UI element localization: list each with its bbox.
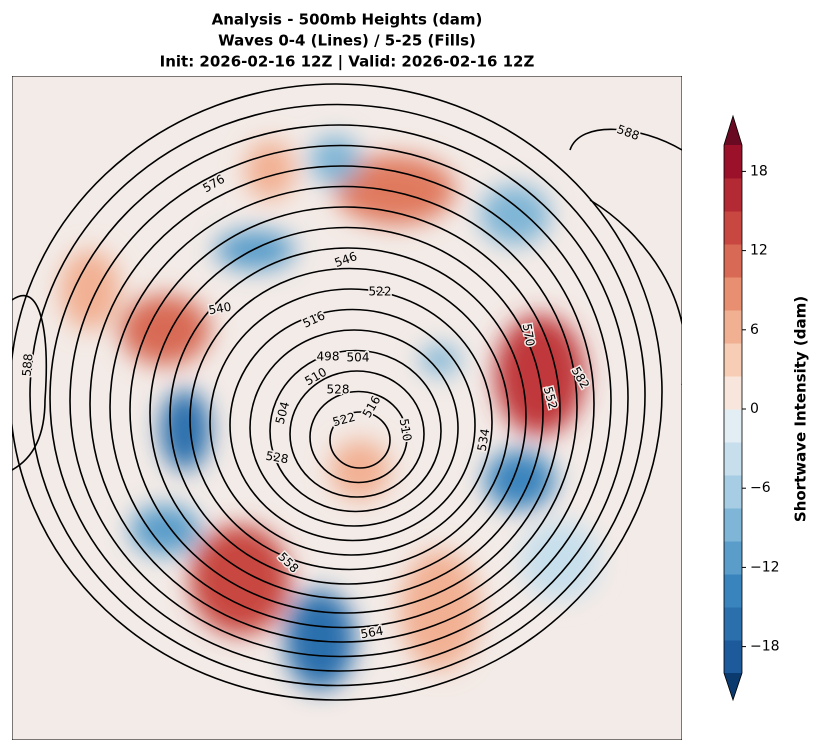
colorbar-tick-label: 0 (750, 401, 759, 417)
contour (329, 411, 391, 469)
colorbar-band (724, 409, 742, 443)
contour-label: 588 (20, 353, 36, 377)
colorbar-band (724, 145, 742, 179)
colorbar-tick-label: −6 (750, 480, 771, 496)
colorbar-band (724, 640, 742, 674)
colorbar-band (724, 574, 742, 608)
colorbar-band (724, 211, 742, 245)
colorbar-band (724, 343, 742, 377)
colorbar-band (724, 541, 742, 575)
colorbar-tick-label: 12 (750, 243, 768, 259)
colorbar-band (724, 310, 742, 344)
contour-label: 540 (207, 300, 232, 318)
shortwave-fills (60, 135, 600, 690)
colorbar-band (724, 508, 742, 542)
contour (29, 103, 646, 687)
colorbar-tick-label: 18 (750, 163, 768, 179)
colorbar-label: Shortwave Intensity (dam) (792, 296, 810, 522)
contour (309, 390, 408, 484)
colorbar-band (724, 244, 742, 278)
colorbar-band (724, 277, 742, 311)
contour (229, 308, 476, 542)
contour-label: 534 (475, 427, 493, 452)
colorbar-band (724, 607, 742, 641)
contour (49, 124, 629, 672)
contour (209, 288, 493, 556)
colorbar-extend (724, 116, 742, 145)
title-line: Analysis - 500mb Heights (dam) (212, 11, 483, 29)
title-line: Waves 0-4 (Lines) / 5-25 (Fills) (218, 32, 476, 50)
colorbar-extend (724, 673, 742, 700)
contour-label: 498 (317, 350, 340, 364)
contour-label: 564 (359, 624, 384, 642)
contour (149, 226, 544, 600)
colorbar-band (724, 475, 742, 509)
colorbar: −18 −12 −6 0 6 12 18 (723, 114, 780, 702)
contour-label: 510 (397, 417, 415, 442)
contour-label: 528 (327, 383, 350, 397)
contour (169, 247, 527, 585)
contour (109, 185, 578, 629)
contour (269, 349, 442, 513)
contour (69, 144, 612, 658)
map (12, 76, 682, 740)
contour (12, 83, 663, 701)
contour-label: 528 (265, 449, 290, 467)
contour (89, 165, 595, 643)
colorbar-band (724, 376, 742, 410)
colorbar-band (724, 178, 742, 212)
colorbar-tick-label: −12 (750, 559, 780, 575)
colorbar-tick-label: −18 (750, 639, 780, 655)
height-contours (12, 83, 682, 701)
contour-label: 522 (369, 285, 392, 299)
title-line: Init: 2026-02-16 12Z | Valid: 2026-02-16… (160, 53, 535, 72)
colorbar-tick-label: 6 (750, 322, 759, 338)
contour (249, 329, 459, 527)
contour (189, 267, 510, 571)
contour-label: 504 (347, 351, 370, 365)
contour-label: 570 (520, 322, 538, 347)
contour (129, 206, 561, 614)
colorbar-band (724, 442, 742, 476)
contour (289, 370, 425, 498)
colorbar-outline (723, 114, 743, 702)
